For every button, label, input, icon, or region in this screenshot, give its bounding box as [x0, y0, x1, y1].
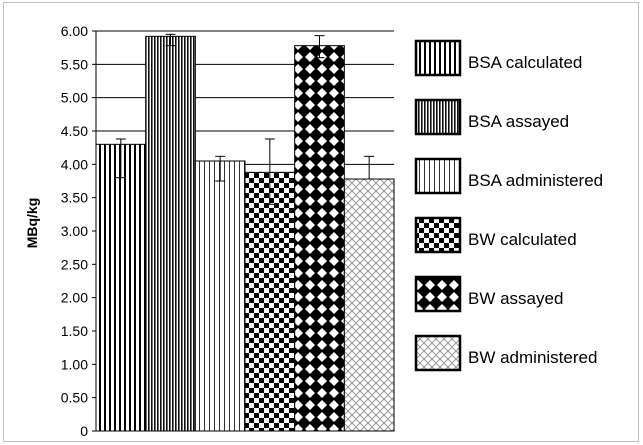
bar-chart: 0 0.50 1.00 1.50 2.00 2.50 3.00 3.50 4.00 4.50 5.0… [24, 23, 603, 439]
y-tick-label: 4.50 [61, 123, 88, 139]
legend-label: BW calculated [468, 230, 577, 249]
bar [145, 35, 196, 432]
y-tick-label: 1.50 [61, 323, 88, 339]
y-tick-label: 3.50 [61, 190, 88, 206]
legend-label: BSA administered [468, 171, 603, 190]
bar [343, 178, 395, 432]
y-tick-label: 2.50 [61, 256, 88, 272]
bar [294, 45, 345, 432]
legend-label: BSA calculated [468, 53, 582, 72]
legend-label: BW administered [468, 348, 597, 367]
bar [244, 171, 296, 432]
chart-frame: 0 0.50 1.00 1.50 2.00 2.50 3.00 3.50 4.00 4.50 5.0… [3, 2, 639, 442]
legend-label: BW assayed [468, 289, 563, 308]
legend-label: BSA assayed [468, 112, 569, 131]
legend-swatch [414, 157, 462, 195]
y-tick-label: 5.50 [61, 56, 88, 72]
y-tick-label: 0 [80, 423, 88, 439]
legend-swatch [414, 39, 462, 77]
bar [95, 143, 147, 432]
legend: BSA calculated BSA assayed BSA administere… [414, 39, 603, 372]
y-tick-label: 3.00 [61, 223, 88, 239]
plot-area: 0 0.50 1.00 1.50 2.00 2.50 3.00 3.50 4.00 4.50 5.0… [61, 23, 395, 439]
y-tick-label: 6.00 [61, 23, 88, 39]
y-tick-label: 1.00 [61, 356, 88, 372]
legend-swatch [414, 334, 462, 372]
legend-swatch [414, 98, 462, 136]
y-tick-label: 0.50 [61, 390, 88, 406]
y-tick-label: 4.00 [61, 156, 88, 172]
y-axis-title: MBq/kg [24, 198, 40, 249]
y-tick-label: 5.00 [61, 90, 88, 106]
bar [194, 160, 246, 432]
y-tick-label: 2.00 [61, 290, 88, 306]
legend-swatch [414, 275, 462, 313]
legend-swatch [414, 216, 462, 254]
